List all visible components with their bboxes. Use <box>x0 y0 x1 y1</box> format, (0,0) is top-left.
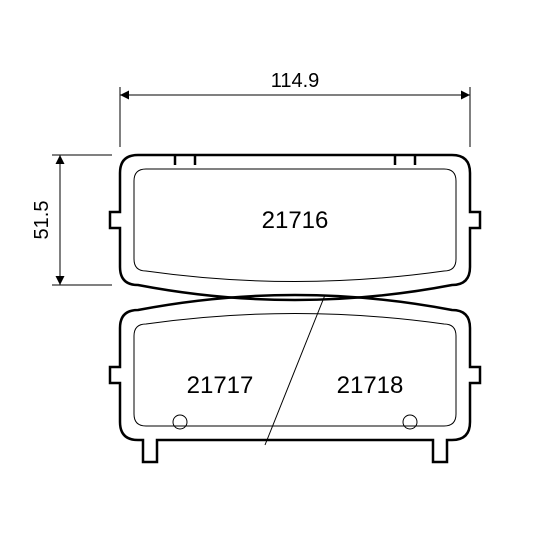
top-pad-label: 21716 <box>262 207 329 234</box>
height-dimension: 51.5 <box>31 201 53 240</box>
bottom-left-label: 21717 <box>187 372 254 399</box>
bottom-right-label: 21718 <box>337 372 404 399</box>
bottom-pad-outline <box>110 295 480 462</box>
width-dimension: 114.9 <box>271 70 320 92</box>
wear-indicator-line <box>265 295 325 445</box>
